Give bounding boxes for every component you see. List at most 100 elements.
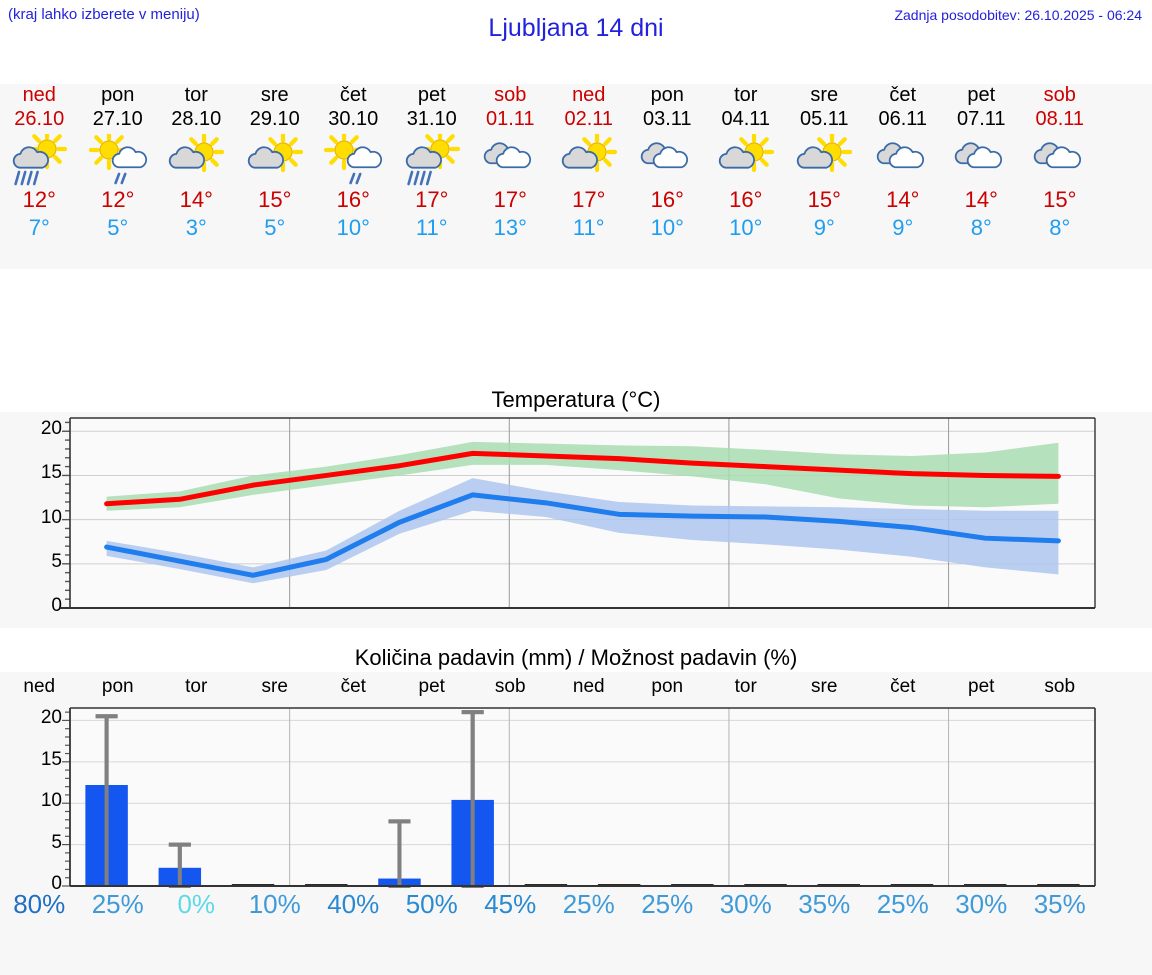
precip-y-tick-15: 15 bbox=[40, 748, 62, 770]
precip-probability-3: 10% bbox=[248, 889, 301, 919]
day-date-label: 02.11 bbox=[564, 108, 614, 130]
precip-day-label-5: pet bbox=[418, 676, 445, 697]
day-max-temperature: 16° bbox=[336, 187, 370, 212]
day-min-temperature: 8° bbox=[1049, 215, 1071, 240]
sun-cloud-icon bbox=[157, 134, 236, 186]
cloud-icon bbox=[942, 134, 1021, 186]
precip-day-label-0: ned bbox=[23, 676, 56, 697]
day-date-label: 30.10 bbox=[328, 108, 379, 130]
day-of-week-label: pon bbox=[101, 84, 135, 106]
day-min-temperature: 13° bbox=[493, 215, 527, 240]
precip-y-tick-20: 20 bbox=[40, 707, 62, 729]
day-date-label: 31.10 bbox=[406, 108, 457, 130]
day-of-week-label: tor bbox=[184, 84, 208, 106]
precipitation-probability-row: 80% 25% 0% 10% 40% 50% 45% 25% 25% 30% 35% 25% 30% 35… bbox=[0, 889, 1152, 929]
day-of-week-label: čet bbox=[339, 84, 367, 106]
precip-y-tick-10: 10 bbox=[40, 790, 62, 812]
forecast-day-0[interactable]: ned 26.10 12° 7° bbox=[0, 84, 79, 269]
day-max-temperature: 12° bbox=[22, 187, 56, 212]
forecast-day-1[interactable]: pon 27.10 12° 5° bbox=[79, 84, 158, 269]
menu-hint-text: (kraj lahko izberete v meniju) bbox=[8, 6, 200, 23]
day-min-temperature: 9° bbox=[813, 215, 835, 240]
temperature-y-tick-20: 20 bbox=[40, 418, 62, 440]
precip-probability-4: 40% bbox=[327, 889, 380, 919]
daily-forecast-strip: ned 26.10 12° 7° pon 27.10 12° 5° tor 28.10 14°… bbox=[0, 84, 1152, 269]
day-max-temperature: 16° bbox=[650, 187, 684, 212]
precip-probability-5: 50% bbox=[405, 889, 458, 919]
day-of-week-label: čet bbox=[889, 84, 917, 106]
day-date-label: 07.11 bbox=[956, 108, 1006, 130]
day-max-temperature: 16° bbox=[729, 187, 763, 212]
cloud-icon bbox=[628, 134, 707, 186]
precip-day-label-12: pet bbox=[968, 676, 995, 697]
sun-cloud-rain-heavy-icon bbox=[393, 134, 472, 186]
sun-cloud-icon bbox=[550, 134, 629, 186]
precip-day-label-9: tor bbox=[734, 676, 757, 697]
day-date-label: 04.11 bbox=[721, 108, 771, 130]
precip-day-label-3: sre bbox=[261, 676, 288, 697]
day-max-temperature: 14° bbox=[886, 187, 920, 212]
precip-y-tick-0: 0 bbox=[51, 873, 62, 894]
day-max-temperature: 15° bbox=[807, 187, 841, 212]
precip-probability-0: 80% bbox=[13, 889, 66, 919]
day-date-label: 28.10 bbox=[171, 108, 222, 130]
forecast-day-13[interactable]: sob 08.11 15° 8° bbox=[1021, 84, 1100, 269]
cloud-icon bbox=[471, 134, 550, 186]
forecast-day-11[interactable]: čet 06.11 14° 9° bbox=[864, 84, 943, 269]
precip-day-label-7: ned bbox=[572, 676, 605, 697]
forecast-day-12[interactable]: pet 07.11 14° 8° bbox=[942, 84, 1021, 269]
forecast-day-6[interactable]: sob 01.11 17° 13° bbox=[471, 84, 550, 269]
precipitation-chart-title: Količina padavin (mm) / Možnost padavin … bbox=[354, 645, 798, 670]
day-date-label: 08.11 bbox=[1035, 108, 1085, 130]
sun-cloud-rain-light-icon bbox=[314, 134, 393, 186]
precip-probability-9: 30% bbox=[719, 889, 772, 919]
page-title: Ljubljana 14 dni bbox=[488, 14, 664, 42]
day-of-week-label: sre bbox=[260, 84, 289, 106]
precip-day-label-8: pon bbox=[651, 676, 684, 697]
day-of-week-label: pet bbox=[417, 84, 446, 106]
precip-day-label-1: pon bbox=[101, 676, 134, 697]
precip-probability-11: 25% bbox=[876, 889, 929, 919]
day-date-label: 26.10 bbox=[14, 108, 65, 130]
day-date-label: 03.11 bbox=[642, 108, 692, 130]
forecast-day-10[interactable]: sre 05.11 15° 9° bbox=[785, 84, 864, 269]
forecast-day-2[interactable]: tor 28.10 14° 3° bbox=[157, 84, 236, 269]
precip-probability-1: 25% bbox=[91, 889, 144, 919]
sun-cloud-icon bbox=[707, 134, 786, 186]
day-date-label: 27.10 bbox=[92, 108, 143, 130]
day-max-temperature: 12° bbox=[101, 187, 135, 212]
day-min-temperature: 9° bbox=[892, 215, 914, 240]
day-min-temperature: 5° bbox=[264, 215, 286, 240]
day-of-week-label: pet bbox=[967, 84, 996, 106]
precip-probability-13: 35% bbox=[1033, 889, 1086, 919]
day-date-label: 06.11 bbox=[878, 108, 928, 130]
precip-day-label-4: čet bbox=[340, 676, 366, 697]
spacer-band bbox=[0, 269, 1152, 382]
day-of-week-label: sre bbox=[810, 84, 839, 106]
precip-day-label-13: sob bbox=[1044, 676, 1076, 697]
precip-day-label-11: čet bbox=[890, 676, 916, 697]
day-max-temperature: 14° bbox=[179, 187, 213, 212]
day-min-temperature: 8° bbox=[970, 215, 992, 240]
precip-day-label-10: sre bbox=[811, 676, 838, 697]
precip-y-tick-5: 5 bbox=[51, 831, 62, 853]
forecast-day-7[interactable]: ned 02.11 17° 11° bbox=[550, 84, 629, 269]
day-min-temperature: 11° bbox=[415, 215, 448, 240]
forecast-day-4[interactable]: čet 30.10 16° 10° bbox=[314, 84, 393, 269]
day-min-temperature: 7° bbox=[28, 215, 50, 240]
sun-cloud-rain-heavy-icon bbox=[0, 134, 79, 186]
day-date-label: 05.11 bbox=[799, 108, 849, 130]
forecast-day-3[interactable]: sre 29.10 15° 5° bbox=[236, 84, 315, 269]
forecast-day-9[interactable]: tor 04.11 16° 10° bbox=[707, 84, 786, 269]
forecast-day-5[interactable]: pet 31.10 17° 11° bbox=[393, 84, 472, 269]
day-of-week-label: tor bbox=[734, 84, 758, 106]
temperature-title-bg bbox=[0, 382, 1152, 412]
day-max-temperature: 15° bbox=[258, 187, 292, 212]
day-min-temperature: 10° bbox=[729, 215, 763, 240]
day-of-week-label: ned bbox=[22, 84, 56, 106]
day-of-week-label: ned bbox=[572, 84, 606, 106]
precip-probability-12: 30% bbox=[955, 889, 1008, 919]
precip-probability-2: 0% bbox=[177, 889, 216, 919]
forecast-day-8[interactable]: pon 03.11 16° 10° bbox=[628, 84, 707, 269]
